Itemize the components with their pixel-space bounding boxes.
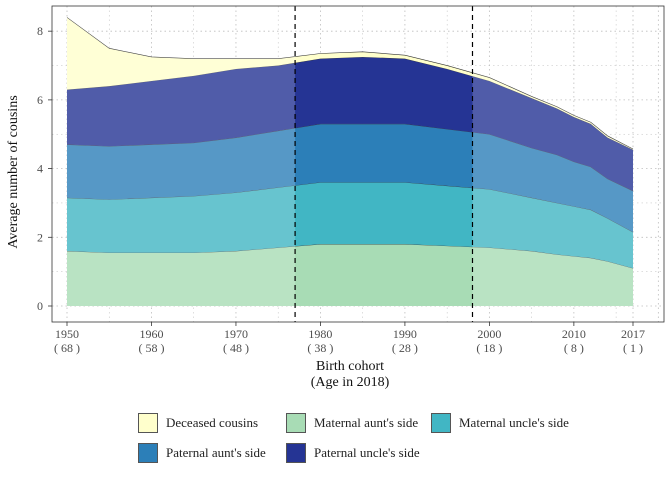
legend: Deceased cousins Maternal aunt's side Mate… xyxy=(138,408,598,468)
y-tick-label: 4 xyxy=(37,162,43,176)
area-maternal-uncle-s-side xyxy=(67,182,633,269)
x-tick-sublabel: ( 1 ) xyxy=(623,341,643,355)
y-axis-title: Average number of cousins xyxy=(6,95,21,248)
x-tick-label: 1970 xyxy=(224,327,248,341)
legend-swatch xyxy=(138,413,158,433)
legend-label: Paternal aunt's side xyxy=(166,445,266,460)
out-of-window-overlay xyxy=(472,72,633,306)
plot-border xyxy=(51,5,665,323)
x-tick-label: 2017 xyxy=(621,327,645,341)
x-tick-label: 1980 xyxy=(308,327,332,341)
x-tick-sublabel: ( 8 ) xyxy=(564,341,584,355)
out-of-window-overlay xyxy=(67,17,296,306)
legend-item: Deceased cousins xyxy=(138,408,286,438)
y-tick-label: 0 xyxy=(37,299,43,313)
x-tick-label: 1990 xyxy=(393,327,417,341)
x-tick-sublabel: ( 18 ) xyxy=(476,341,502,355)
legend-label: Maternal uncle's side xyxy=(459,415,569,430)
legend-item: Maternal aunt's side xyxy=(286,408,431,438)
x-tick-label: 2010 xyxy=(562,327,586,341)
x-tick-sublabel: ( 58 ) xyxy=(138,341,164,355)
legend-swatch xyxy=(138,443,158,463)
x-tick-sublabel: ( 48 ) xyxy=(223,341,249,355)
legend-swatch xyxy=(286,443,306,463)
y-tick-label: 8 xyxy=(37,24,43,38)
x-tick-label: 1960 xyxy=(139,327,163,341)
x-tick-sublabel: ( 28 ) xyxy=(392,341,418,355)
x-tick-sublabel: ( 38 ) xyxy=(307,341,333,355)
legend-item: Paternal uncle's side xyxy=(286,438,431,468)
x-axis-subtitle: (Age in 2018) xyxy=(311,375,390,390)
legend-item: Paternal aunt's side xyxy=(138,438,286,468)
x-axis-title: Birth cohort xyxy=(316,359,384,374)
legend-item: Maternal uncle's side xyxy=(431,408,591,438)
y-tick-label: 2 xyxy=(37,230,43,244)
legend-label: Maternal aunt's side xyxy=(314,415,419,430)
legend-swatch xyxy=(286,413,306,433)
x-tick-label: 2000 xyxy=(477,327,501,341)
area-paternal-uncle-s-side xyxy=(67,56,633,191)
area-paternal-aunt-s-side xyxy=(67,123,633,233)
legend-label: Paternal uncle's side xyxy=(314,445,420,460)
y-tick-label: 6 xyxy=(37,93,43,107)
x-tick-label: 1950 xyxy=(55,327,79,341)
x-tick-sublabel: ( 68 ) xyxy=(54,341,80,355)
series-boundary-line xyxy=(66,17,634,150)
legend-swatch xyxy=(431,413,451,433)
area-maternal-aunt-s-side xyxy=(67,244,633,306)
legend-label: Deceased cousins xyxy=(166,415,259,430)
